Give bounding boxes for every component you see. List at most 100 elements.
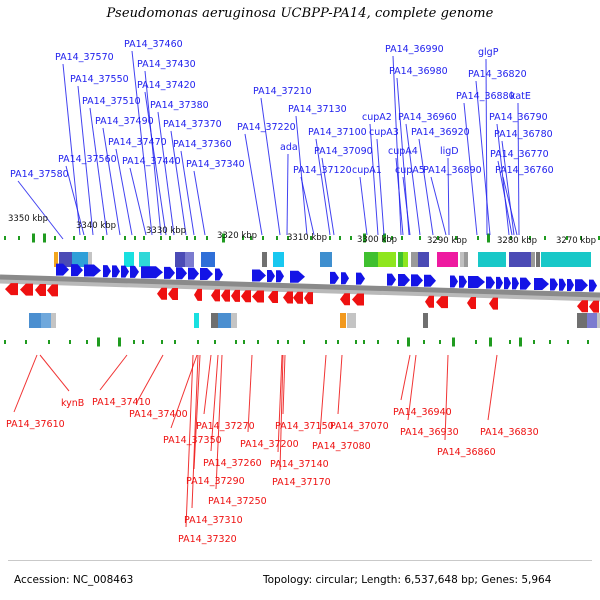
reverse-gene-arrow[interactable]	[194, 288, 202, 301]
forward-gene-arrow[interactable]	[550, 278, 558, 291]
forward-feature-block[interactable]	[175, 252, 185, 267]
forward-gene-label[interactable]: PA14_37210	[253, 86, 312, 97]
reverse-feature-block[interactable]	[587, 313, 597, 328]
forward-gene-label[interactable]: ada	[280, 142, 298, 153]
forward-gene-label[interactable]: PA14_37340	[186, 159, 245, 170]
forward-feature-block[interactable]	[124, 252, 134, 267]
reverse-feature-block[interactable]	[340, 313, 346, 328]
forward-gene-label[interactable]: cupA1	[352, 165, 382, 176]
forward-feature-block[interactable]	[437, 252, 458, 267]
reverse-gene-label[interactable]: PA14_37610	[6, 419, 65, 430]
reverse-feature-block[interactable]	[423, 313, 428, 328]
forward-gene-arrow[interactable]	[504, 277, 511, 290]
forward-gene-label[interactable]: ligD	[440, 146, 459, 157]
forward-gene-label[interactable]: PA14_36880	[456, 91, 515, 102]
forward-gene-label[interactable]: PA14_36920	[411, 127, 470, 138]
reverse-gene-arrow[interactable]	[577, 300, 588, 313]
forward-feature-block[interactable]	[411, 252, 418, 267]
forward-feature-block[interactable]	[201, 252, 215, 267]
forward-gene-label[interactable]: PA14_37430	[137, 59, 196, 70]
reverse-gene-arrow[interactable]	[304, 292, 313, 305]
forward-gene-arrow[interactable]	[267, 270, 275, 283]
reverse-feature-block[interactable]	[218, 313, 231, 328]
forward-gene-label[interactable]: cupA3	[369, 127, 399, 138]
forward-gene-arrow[interactable]	[387, 273, 396, 286]
reverse-gene-label[interactable]: PA14_37320	[178, 534, 237, 545]
forward-gene-label[interactable]: PA14_36780	[494, 129, 553, 140]
forward-gene-arrow[interactable]	[215, 268, 223, 281]
forward-feature-block[interactable]	[541, 252, 591, 267]
forward-gene-arrow[interactable]	[330, 271, 339, 284]
forward-gene-arrow[interactable]	[84, 264, 101, 277]
reverse-gene-arrow[interactable]	[489, 297, 498, 310]
forward-gene-arrow[interactable]	[398, 273, 410, 286]
forward-gene-arrow[interactable]	[459, 275, 467, 288]
reverse-gene-arrow[interactable]	[5, 283, 18, 296]
reverse-gene-label[interactable]: PA14_37350	[163, 435, 222, 446]
reverse-gene-label[interactable]: PA14_37260	[203, 458, 262, 469]
reverse-gene-arrow[interactable]	[467, 297, 476, 310]
forward-feature-block[interactable]	[364, 252, 378, 267]
forward-gene-label[interactable]: PA14_36790	[489, 112, 548, 123]
forward-gene-label[interactable]: PA14_37440	[122, 156, 181, 167]
forward-feature-block[interactable]	[378, 252, 396, 267]
reverse-feature-block[interactable]	[347, 313, 356, 328]
forward-gene-label[interactable]: PA14_36990	[385, 44, 444, 55]
forward-gene-label[interactable]: PA14_36770	[490, 149, 549, 160]
forward-gene-label[interactable]: PA14_37560	[58, 154, 117, 165]
forward-gene-label[interactable]: PA14_36820	[468, 69, 527, 80]
forward-gene-arrow[interactable]	[56, 263, 69, 276]
forward-gene-label[interactable]: PA14_36980	[389, 66, 448, 77]
forward-feature-block[interactable]	[72, 252, 88, 267]
forward-feature-block[interactable]	[403, 252, 408, 267]
forward-feature-block[interactable]	[320, 252, 332, 267]
forward-gene-arrow[interactable]	[468, 276, 485, 289]
forward-gene-arrow[interactable]	[103, 265, 111, 278]
forward-gene-label[interactable]: PA14_36960	[398, 112, 457, 123]
forward-gene-label[interactable]: PA14_36760	[495, 165, 554, 176]
forward-gene-arrow[interactable]	[424, 274, 436, 287]
reverse-gene-arrow[interactable]	[589, 300, 599, 313]
reverse-gene-label[interactable]: PA14_37400	[129, 409, 188, 420]
reverse-gene-label[interactable]: PA14_36930	[400, 427, 459, 438]
reverse-gene-arrow[interactable]	[436, 296, 448, 309]
reverse-gene-label[interactable]: PA14_36860	[437, 447, 496, 458]
reverse-gene-arrow[interactable]	[157, 287, 167, 300]
reverse-feature-block[interactable]	[41, 313, 51, 328]
forward-gene-label[interactable]: cupA5	[395, 165, 425, 176]
forward-gene-arrow[interactable]	[71, 264, 83, 277]
reverse-gene-label[interactable]: PA14_37170	[272, 477, 331, 488]
reverse-gene-label[interactable]: PA14_37200	[240, 439, 299, 450]
reverse-feature-block[interactable]	[29, 313, 41, 328]
reverse-gene-label[interactable]: PA14_36940	[393, 407, 452, 418]
reverse-gene-arrow[interactable]	[352, 293, 364, 306]
forward-gene-label[interactable]: cupA4	[388, 146, 418, 157]
reverse-gene-arrow[interactable]	[211, 289, 220, 302]
forward-gene-arrow[interactable]	[356, 272, 365, 285]
forward-gene-arrow[interactable]	[188, 267, 199, 280]
forward-feature-block[interactable]	[59, 252, 72, 267]
forward-gene-arrow[interactable]	[496, 276, 503, 289]
forward-feature-block[interactable]	[54, 252, 58, 267]
forward-feature-block[interactable]	[418, 252, 429, 267]
reverse-gene-label[interactable]: PA14_37080	[312, 441, 371, 452]
reverse-feature-block[interactable]	[194, 313, 199, 328]
reverse-feature-block[interactable]	[577, 313, 587, 328]
forward-gene-arrow[interactable]	[575, 279, 588, 292]
forward-gene-arrow[interactable]	[176, 267, 187, 280]
reverse-gene-arrow[interactable]	[231, 289, 240, 302]
reverse-gene-arrow[interactable]	[221, 289, 230, 302]
forward-feature-block[interactable]	[185, 252, 194, 267]
forward-gene-arrow[interactable]	[200, 268, 213, 280]
forward-gene-label[interactable]: PA14_37580	[10, 169, 69, 180]
reverse-gene-arrow[interactable]	[252, 290, 264, 303]
forward-gene-label[interactable]: PA14_37490	[95, 116, 154, 127]
reverse-gene-label[interactable]: PA14_37070	[330, 421, 389, 432]
forward-gene-label[interactable]: PA14_37130	[288, 104, 347, 115]
reverse-gene-label[interactable]: PA14_36830	[480, 427, 539, 438]
forward-gene-label[interactable]: PA14_37100	[308, 127, 367, 138]
forward-gene-label[interactable]: PA14_37360	[173, 139, 232, 150]
forward-gene-arrow[interactable]	[130, 265, 139, 278]
forward-feature-block[interactable]	[536, 252, 540, 267]
reverse-gene-label[interactable]: PA14_37290	[186, 476, 245, 487]
